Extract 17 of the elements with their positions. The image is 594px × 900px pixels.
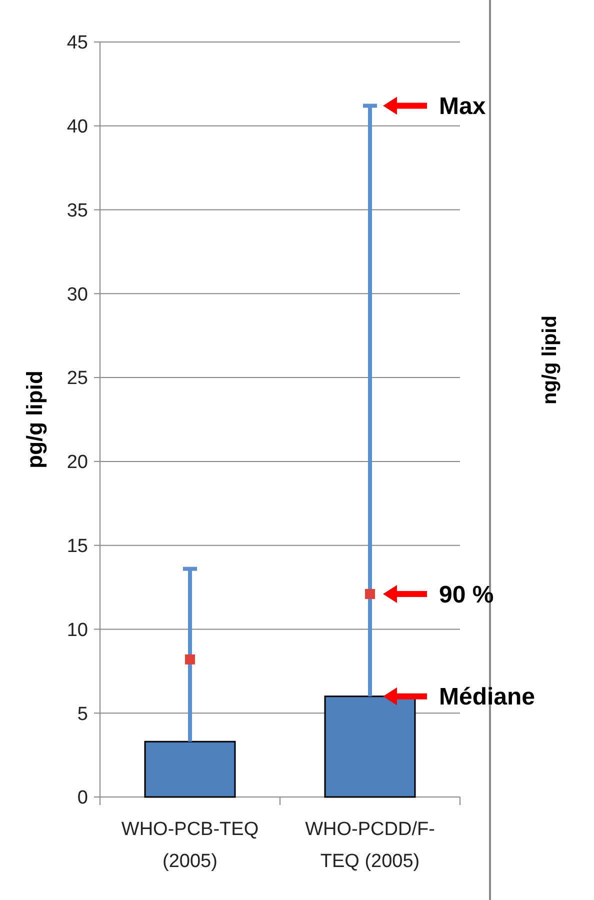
x-tick-label: WHO-PCDD/F-TEQ (2005) (305, 819, 435, 872)
annotation: 90 % (439, 581, 494, 608)
y-tick-label: 30 (66, 284, 88, 306)
y-tick-label: 5 (77, 704, 88, 725)
y-tick-label: 10 (66, 620, 88, 641)
text: ng/g lipid (539, 316, 561, 404)
y-tick-label: 25 (66, 368, 88, 390)
y-tick-label: 15 (66, 536, 88, 557)
y-tick-label: 20 (66, 452, 88, 474)
annotation: Max (439, 93, 486, 120)
y-tick-label: 35 (66, 200, 88, 222)
annotation: Médiane (439, 684, 536, 711)
x-tick-label: WHO-PCB-TEQ (2005) (121, 819, 259, 872)
y-tick-label: 45 (66, 32, 88, 54)
y-tick-label: 40 (66, 116, 88, 138)
y-tick-label: 0 (77, 788, 88, 809)
y-axis-title: pg/g lipid (22, 370, 47, 468)
